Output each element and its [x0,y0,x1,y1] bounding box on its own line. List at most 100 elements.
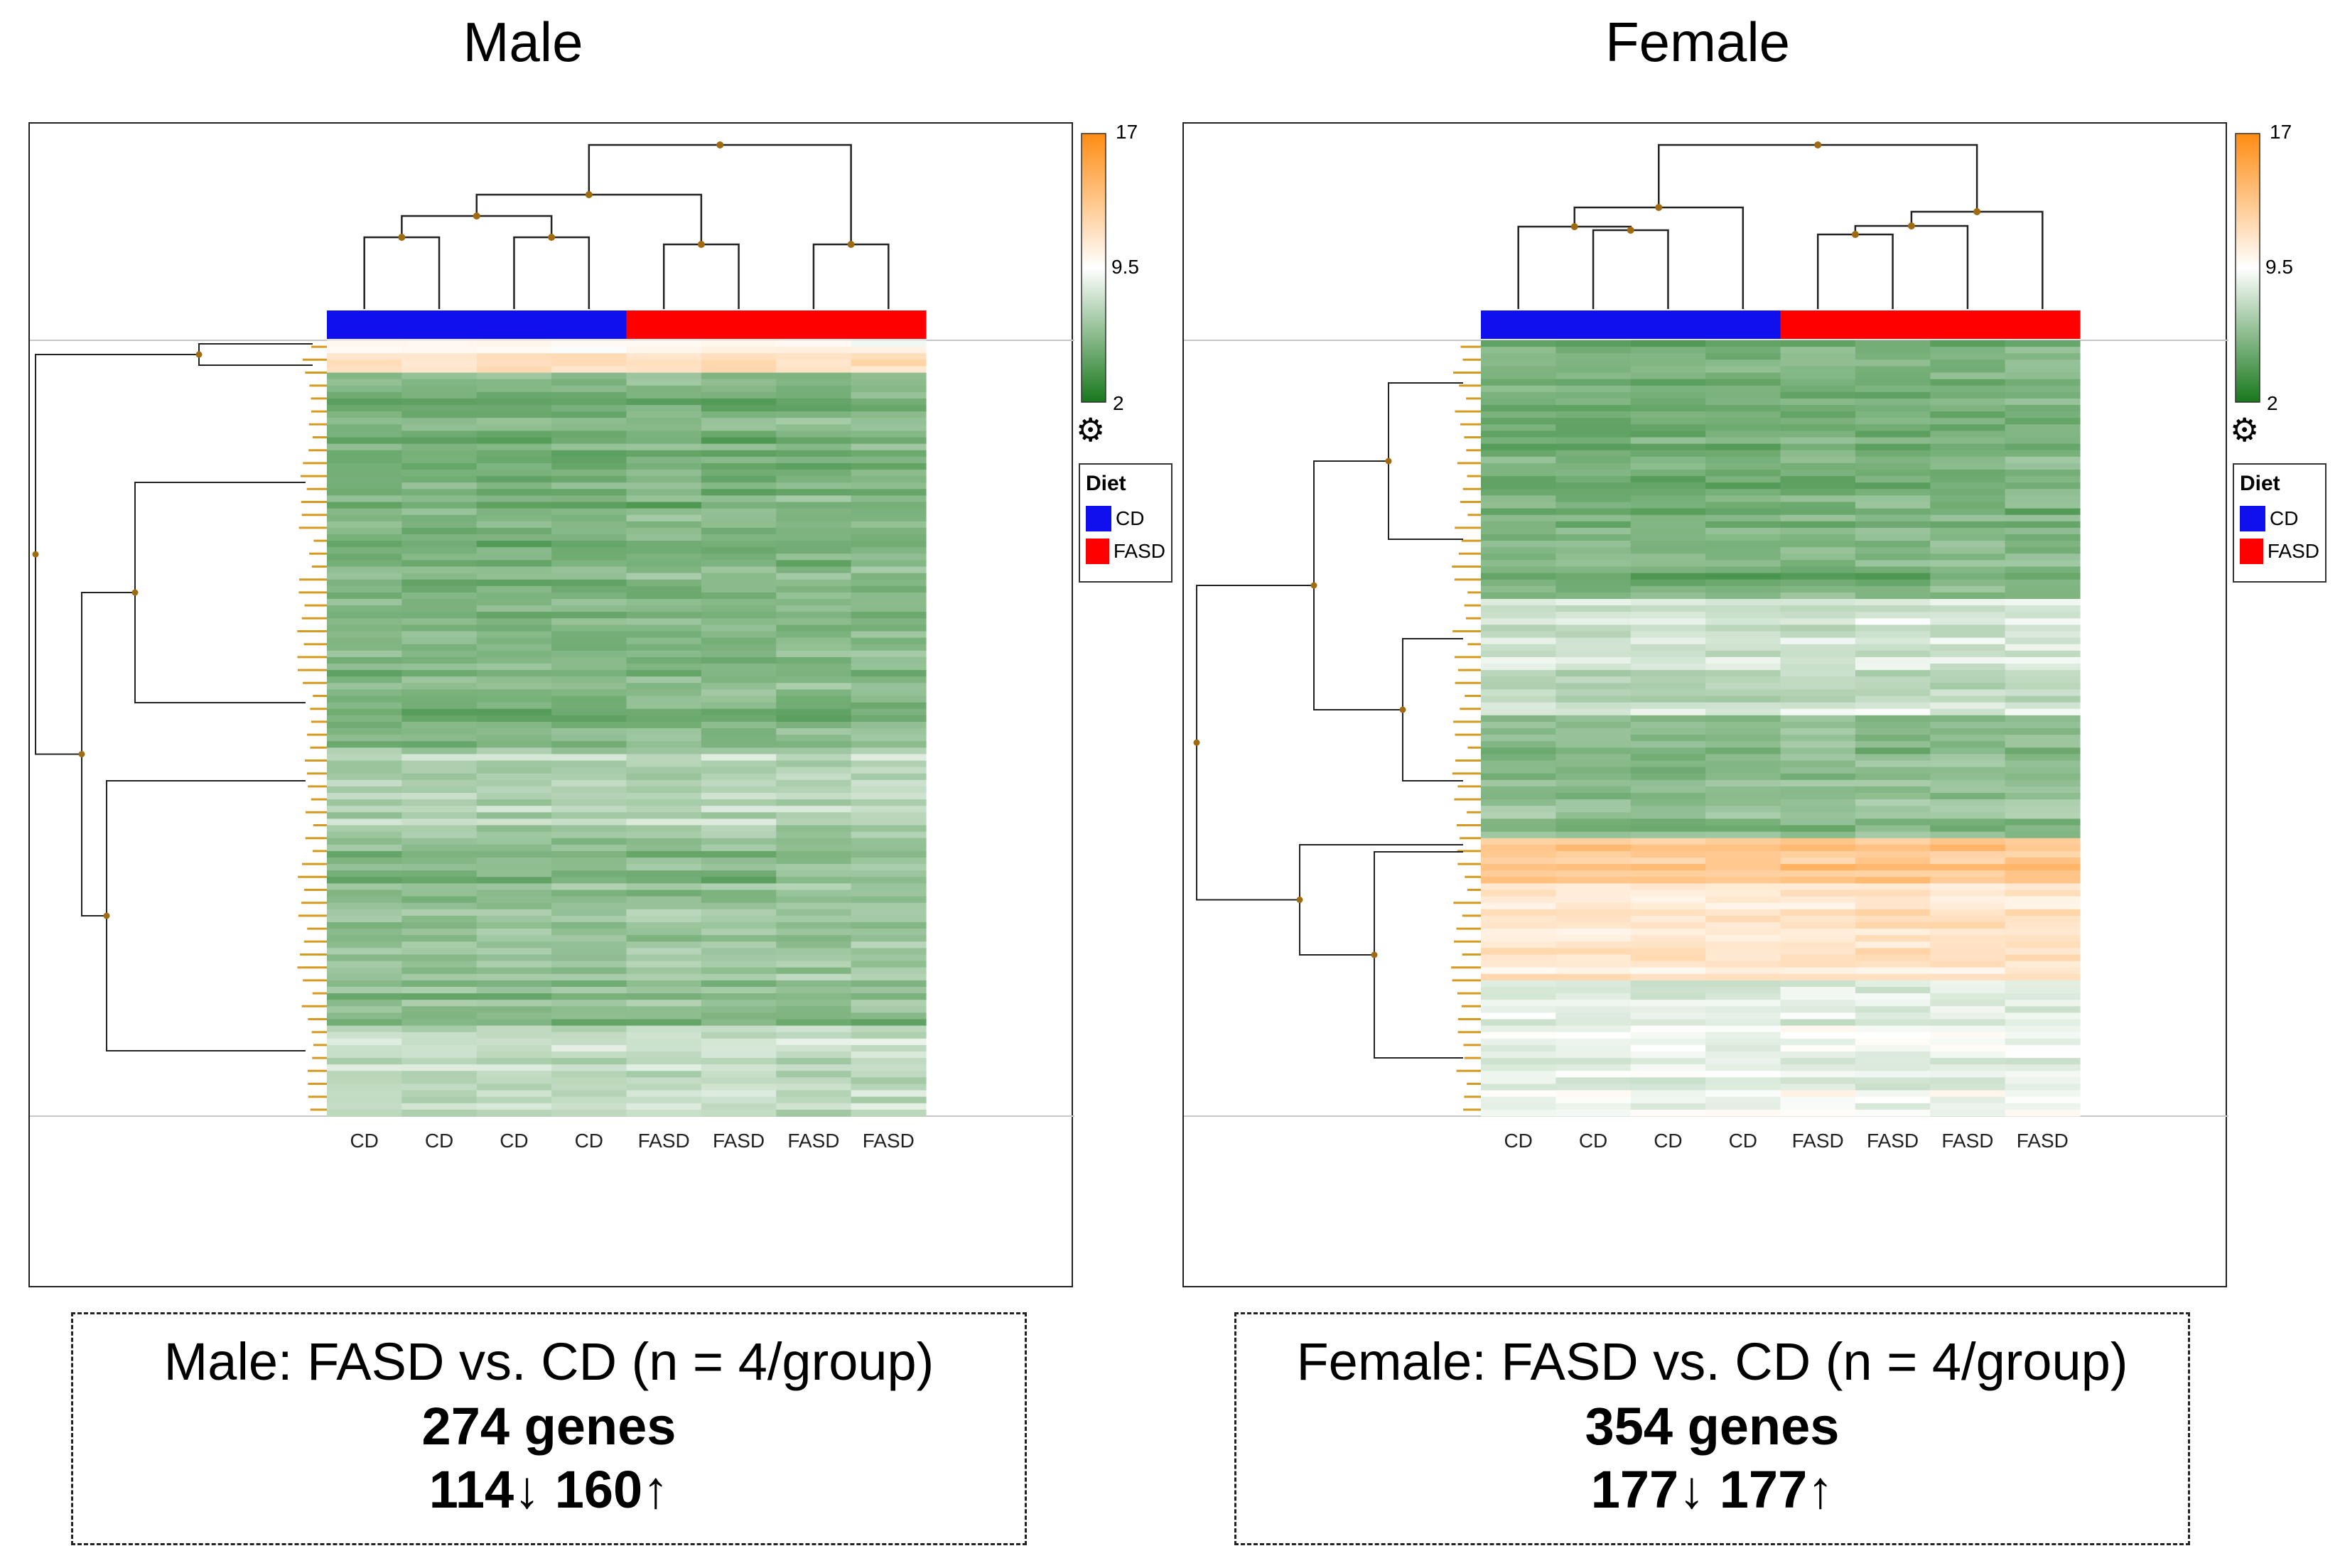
group-bar-segment [476,310,552,339]
heatmap-cell [1630,676,1706,683]
heatmap-cell [1780,398,1856,406]
heatmap-cell [1630,664,1706,671]
heatmap-cell [776,735,852,742]
heatmap-cell [1481,696,1556,703]
heatmap-cell [1930,844,2006,852]
heatmap-cell [626,463,702,470]
heatmap-cell [1481,385,1556,393]
heatmap-cell [1630,644,1706,651]
row-dendrogram [1196,345,1481,1111]
heatmap-cell [1481,573,1556,580]
heatmap-cell [851,553,927,561]
heatmap-cell [476,987,552,994]
heatmap-cell [701,929,777,936]
heatmap-cell [1705,954,1781,962]
heatmap-cell [1481,637,1556,645]
heatmap-cell [476,967,552,975]
heatmap-cell [551,767,627,774]
group-bar-segment [551,310,627,339]
heatmap-cell [2005,741,2081,748]
heatmap-cell [1855,779,1931,787]
heatmap-cell [1930,993,2006,1000]
heatmap-cell [401,890,478,897]
heatmap-cell [1481,650,1556,658]
heatmap-cell [701,443,777,451]
heatmap-cell [1630,831,1706,839]
heatmap-cell [2005,379,2081,386]
heatmap-cell [2005,1090,2081,1098]
heatmap-cell [1705,670,1781,677]
dendrogram-node [548,234,556,241]
heatmap-cell [1481,618,1556,625]
heatmap-cell [1481,929,1556,936]
heatmap-cell [401,398,478,406]
heatmap-cell [776,476,852,483]
heatmap-cell [1780,728,1856,735]
heatmap-cell [701,664,777,671]
heatmap-cell [1630,844,1706,852]
heatmap-cell [401,1032,478,1039]
male-settings-gear-icon[interactable]: ⚙ [1076,411,1106,448]
heatmap-cell [626,773,702,781]
heatmap-cell [701,482,777,490]
heatmap-cell [1930,553,2006,561]
heatmap-cell [327,825,402,833]
heatmap-cell [701,450,777,458]
heatmap-cell [701,514,777,522]
heatmap-cell [2005,411,2081,418]
heatmap-cell [476,625,552,632]
heatmap-cell [1855,735,1931,742]
heatmap-cell [476,721,552,729]
heatmap-cell [1780,941,1856,948]
heatmap-cell [327,605,402,612]
heatmap-cell [1705,599,1781,606]
heatmap-cell [701,502,777,509]
heatmap-cell [401,1025,478,1033]
heatmap-cell [1705,973,1781,981]
heatmap-cell [476,353,552,360]
male-legend-title: Diet [1086,472,1126,495]
column-label: CD [500,1130,528,1152]
heatmap-cell [2005,922,2081,929]
heatmap-cell [327,424,402,431]
heatmap-cell [776,521,852,529]
heatmap-cell [626,579,702,587]
heatmap-cell [1555,883,1632,891]
heatmap-cell [1555,437,1632,445]
heatmap-cell [1630,1012,1706,1020]
heatmap-cell [2005,1058,2081,1065]
heatmap-cell [1630,909,1706,917]
female-settings-gear-icon[interactable]: ⚙ [2230,411,2260,448]
heatmap-cell [851,560,927,568]
heatmap-cell [1930,883,2006,891]
heatmap-cell [476,909,552,917]
heatmap-cell [1705,405,1781,412]
heatmap-cell [1855,431,1931,438]
heatmap-cell [1630,359,1706,367]
heatmap-cell [1855,664,1931,671]
heatmap-cell [327,476,402,483]
heatmap-cell [1930,961,2006,968]
heatmap-cell [1630,573,1706,580]
heatmap-cell [1930,754,2006,762]
heatmap-cell [776,502,852,509]
heatmap-cell [1930,514,2006,522]
heatmap-cell [851,909,927,917]
heatmap-cell [1930,779,2006,787]
heatmap-cell [551,1019,627,1027]
heatmap-cell [1555,676,1632,683]
heatmap-cell [1705,585,1781,593]
female-legend-swatch-fasd [2240,539,2263,564]
heatmap-cell [1855,553,1931,561]
heatmap-cell [1481,702,1556,710]
heatmap-cell [401,728,478,735]
heatmap-cell [1930,637,2006,645]
heatmap-cell [701,1032,777,1039]
heatmap-cell [1555,514,1632,522]
heatmap-cell [1555,877,1632,884]
heatmap-cell [401,858,478,865]
heatmap-cell [851,741,927,748]
heatmap-cell [1855,547,1931,554]
heatmap-cell [1481,754,1556,762]
heatmap-cell [776,902,852,910]
